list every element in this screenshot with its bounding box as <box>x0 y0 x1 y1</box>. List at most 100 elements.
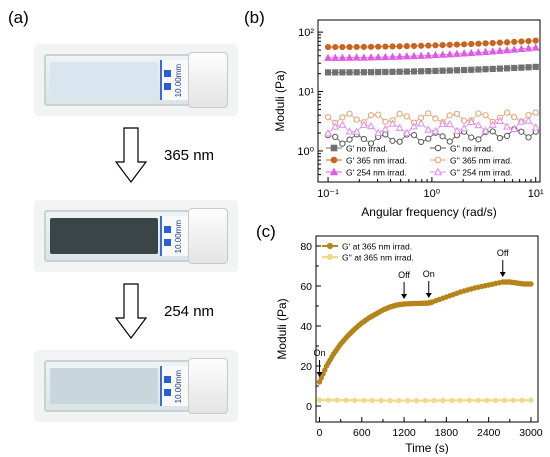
data-point <box>495 46 504 54</box>
data-point <box>439 42 446 49</box>
data-point <box>510 397 517 404</box>
data-point <box>528 281 534 287</box>
cuvette-cap <box>188 52 228 108</box>
data-point <box>424 51 433 59</box>
legend-marker <box>329 167 339 176</box>
data-point <box>334 397 340 403</box>
data-point <box>524 116 533 124</box>
cuvette-photo-initial: 10.00mm <box>34 44 238 116</box>
data-point <box>417 119 426 127</box>
x-tick-label: 3000 <box>519 427 543 439</box>
data-point <box>425 68 432 75</box>
legend-marker <box>434 144 442 152</box>
data-point <box>367 69 375 76</box>
data-point <box>432 42 439 49</box>
cuvette-cap <box>188 358 228 414</box>
data-point <box>367 140 375 147</box>
annotation-arrow-head <box>401 294 408 299</box>
data-point <box>410 132 418 139</box>
data-point <box>531 123 540 131</box>
data-point <box>431 397 437 404</box>
data-point <box>332 43 339 51</box>
data-point <box>528 397 534 403</box>
y-tick-label: 10⁰ <box>297 146 314 158</box>
data-point <box>503 46 512 54</box>
data-point <box>325 397 332 403</box>
data-point <box>367 53 375 61</box>
x-axis-label: Time (s) <box>405 441 449 454</box>
data-point <box>460 123 469 132</box>
blue-marker <box>164 70 171 77</box>
data-point <box>367 112 375 119</box>
data-point <box>453 49 461 57</box>
data-point <box>532 37 539 44</box>
data-point <box>481 47 490 55</box>
y-axis-label: Moduli (Pa) <box>276 298 289 359</box>
data-point <box>431 126 440 135</box>
y-tick-label: 0 <box>306 401 312 413</box>
data-point <box>339 140 346 147</box>
y-tick-label: 60 <box>300 281 312 293</box>
data-point <box>352 127 361 135</box>
annotation-label: On <box>423 269 435 279</box>
data-point <box>331 53 340 61</box>
data-point <box>402 52 411 60</box>
data-point <box>418 138 425 146</box>
legend-marker <box>433 167 443 176</box>
down-arrow-icon <box>114 127 148 183</box>
data-point <box>396 43 403 50</box>
data-point <box>382 68 389 76</box>
data-point <box>489 65 496 73</box>
data-point <box>367 121 375 130</box>
data-point <box>425 110 432 117</box>
arrow-label-254nm: 254 nm <box>164 303 215 320</box>
data-point <box>488 120 497 128</box>
data-point <box>402 128 411 136</box>
data-point <box>503 65 511 72</box>
annotation-label: On <box>314 348 326 358</box>
data-point <box>482 112 489 119</box>
data-point <box>360 135 367 143</box>
data-point <box>532 63 539 70</box>
data-point <box>382 43 389 50</box>
data-point <box>439 67 446 74</box>
data-point <box>367 43 375 50</box>
data-point <box>501 397 508 404</box>
data-point <box>422 397 428 404</box>
down-arrow-icon <box>114 283 148 339</box>
data-point <box>324 129 333 137</box>
cuvette-liquid <box>50 62 158 98</box>
data-point <box>453 110 461 117</box>
x-tick-label: 10¹ <box>528 188 544 200</box>
data-point <box>404 397 411 404</box>
data-point <box>474 121 483 129</box>
data-point <box>324 43 332 51</box>
data-point <box>503 109 511 116</box>
data-point <box>446 138 453 145</box>
data-point <box>389 68 396 75</box>
legend-label: G' 365 nm irrad. <box>346 156 407 166</box>
data-point <box>475 66 482 73</box>
data-point <box>468 66 475 73</box>
cuvette-cap <box>188 208 228 264</box>
y-tick-label: 80 <box>300 241 312 253</box>
data-point <box>457 397 464 404</box>
data-point <box>510 45 519 53</box>
data-point <box>461 117 468 124</box>
annotation-arrow-head <box>499 272 506 277</box>
data-point <box>468 40 475 48</box>
data-point <box>518 128 525 135</box>
data-point <box>353 69 360 76</box>
legend-marker <box>434 156 442 164</box>
legend-label: G'' no irrad. <box>450 144 493 154</box>
x-tick-label: 10⁻¹ <box>317 188 339 200</box>
data-point <box>338 53 347 61</box>
annotation-label: Off <box>497 248 509 258</box>
cuvette: 10.00mm <box>44 208 228 264</box>
chart-moduli-vs-time: 0 600 1200 1800 2400 3000 0 20 40 60 80 Time (s) Mod… <box>276 235 543 454</box>
data-point <box>345 127 354 135</box>
data-point <box>425 135 432 142</box>
data-point <box>445 119 454 128</box>
data-point <box>460 49 469 57</box>
data-point <box>468 134 475 141</box>
